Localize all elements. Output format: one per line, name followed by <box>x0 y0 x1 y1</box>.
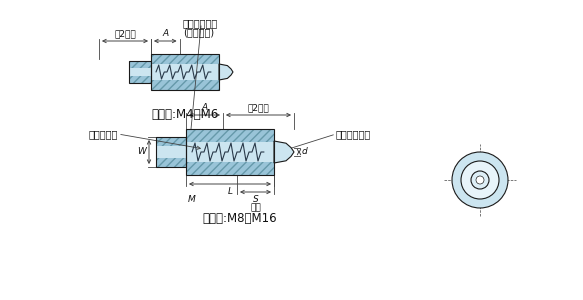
Bar <box>186 129 274 142</box>
Bar <box>156 158 186 167</box>
Bar <box>129 61 151 68</box>
Bar <box>151 54 219 90</box>
Bar <box>186 129 274 175</box>
Text: センターピン: センターピン <box>336 129 371 139</box>
Bar <box>151 80 219 90</box>
Polygon shape <box>219 64 233 80</box>
Text: L: L <box>227 187 233 196</box>
Bar <box>129 61 151 83</box>
Text: W: W <box>137 148 146 157</box>
Circle shape <box>476 176 484 184</box>
Bar <box>151 54 219 64</box>
Text: S: S <box>252 195 258 204</box>
Text: コイルバネ: コイルバネ <box>89 129 118 139</box>
Bar <box>129 61 151 83</box>
Bar <box>186 129 274 175</box>
Bar <box>156 137 186 167</box>
Text: ネジ径:M4～M6: ネジ径:M4～M6 <box>152 108 219 121</box>
Text: A: A <box>162 29 168 38</box>
Bar <box>129 76 151 83</box>
Bar <box>151 54 219 90</box>
Text: ロングロック: ロングロック <box>183 18 218 28</box>
Bar <box>156 137 186 146</box>
Polygon shape <box>274 141 294 163</box>
Circle shape <box>452 152 508 208</box>
Text: 本体: 本体 <box>250 203 261 212</box>
Bar <box>186 162 274 175</box>
Circle shape <box>461 161 499 199</box>
Text: ネジ径:M8～M16: ネジ径:M8～M16 <box>203 212 278 225</box>
Text: (締め防止): (締め防止) <box>183 27 214 37</box>
Text: d: d <box>302 148 308 157</box>
Text: A: A <box>201 103 208 112</box>
Text: M: M <box>188 195 196 204</box>
Text: 約2山分: 約2山分 <box>248 103 269 112</box>
Text: 約2山分: 約2山分 <box>114 29 136 38</box>
Bar <box>156 137 186 167</box>
Circle shape <box>471 171 489 189</box>
